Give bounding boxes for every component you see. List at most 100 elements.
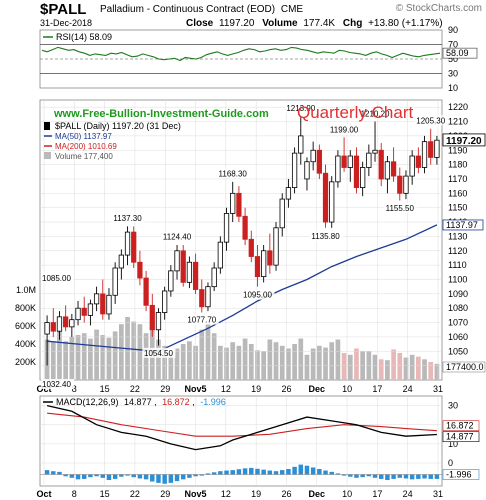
price-tick-label: 1210 <box>448 117 468 127</box>
volume-bar <box>292 344 297 380</box>
price-tick-label: 1160 <box>448 188 467 198</box>
volume-bar <box>341 353 347 380</box>
macd-legend-value: 14.877 <box>124 397 152 407</box>
price-tick-label: 1130 <box>448 231 467 241</box>
macd-histogram-bar <box>298 464 304 475</box>
volume-bar <box>131 321 137 380</box>
rsi-layer: 90 70 50 30 10 58.09 <box>40 25 478 93</box>
candle-body <box>267 250 273 266</box>
price-annotation: 1054.50 <box>144 349 173 358</box>
candle-body <box>69 319 75 328</box>
volume-bar <box>403 357 409 380</box>
volume-bar <box>397 353 403 380</box>
candle-body <box>180 250 186 283</box>
price-x-label: 17 <box>372 384 382 394</box>
signal-legend-value: 16.872 <box>162 397 190 407</box>
candle-body <box>137 261 143 279</box>
volume-bar <box>415 356 421 380</box>
quote-summary: Close 1197.20 Volume 177.4K Chg +13.80 (… <box>186 18 443 29</box>
annotation-bg <box>161 231 195 242</box>
candle-body <box>143 277 149 306</box>
candle-body <box>192 261 199 290</box>
macd-x-label: 26 <box>281 489 291 499</box>
macd-histogram-bar <box>434 474 440 479</box>
volume-bar <box>230 342 236 380</box>
volume-bar <box>174 348 180 380</box>
price-x-label: 24 <box>403 384 413 394</box>
annotation-bg <box>414 115 448 126</box>
candle-body <box>248 238 254 257</box>
close-value: 1197.20 <box>219 18 255 29</box>
price-x-label: 26 <box>281 384 291 394</box>
candle-body <box>322 172 329 223</box>
macd-histogram-bar <box>255 468 260 475</box>
rsi-legend: RSI(14) 58.09 <box>56 32 112 42</box>
volume-bar <box>187 341 192 380</box>
ticker-symbol: $PALL <box>40 1 86 18</box>
macd-histogram-bar <box>112 474 118 479</box>
candle-body <box>242 215 248 240</box>
rsi-tick-label: 50 <box>448 54 458 64</box>
rsi-tick-label: 90 <box>448 25 458 35</box>
volume-bar <box>137 324 143 380</box>
volume-bar <box>242 338 248 380</box>
macd-histogram-bar <box>193 474 198 477</box>
price-annotation: 1085.00 <box>42 274 71 283</box>
macd-x-label: 17 <box>372 489 382 499</box>
price-annotation: 1124.40 <box>163 232 192 241</box>
price-annotation: 1032.40 <box>42 380 71 389</box>
candle-body <box>304 161 310 180</box>
macd-histogram-bar <box>63 474 68 477</box>
macd-histogram-bar <box>341 474 347 476</box>
volume-legend: Volume 177,400 <box>55 152 113 161</box>
macd-x-label: 12 <box>221 489 231 499</box>
macd-x-label: Dec <box>309 489 326 499</box>
macd-histogram-bar <box>51 471 56 475</box>
candle-body <box>360 167 366 188</box>
macd-histogram-bar <box>156 474 161 483</box>
instrument-name-text: Palladium - Continuous Contract (EOD) <box>100 4 275 15</box>
macd-histogram-bar <box>230 470 235 475</box>
macd-histogram-bar <box>360 474 365 478</box>
ma50-value-label: 1137.97 <box>446 220 478 230</box>
macd-histogram-bar <box>249 467 254 475</box>
volume-tick-label: 800K <box>15 303 36 313</box>
candle-body <box>223 213 230 243</box>
macd-histogram-bar <box>310 467 316 475</box>
volume-bar <box>100 335 106 380</box>
macd-x-label: Oct <box>36 489 51 499</box>
volume-bar <box>224 347 229 380</box>
macd-histogram-bar <box>366 474 372 477</box>
stockcharts-watermark: © StockCharts.com <box>396 3 482 14</box>
macd-line <box>46 404 437 451</box>
candle-body <box>124 231 131 256</box>
macd-histogram-bar <box>119 474 124 477</box>
annotation-bg <box>41 379 74 389</box>
macd-histogram-bar <box>335 473 341 475</box>
candle-body <box>291 152 298 188</box>
macd-x-label: 15 <box>100 489 110 499</box>
rsi-last-value-box <box>442 47 478 59</box>
volume-bar <box>106 337 112 380</box>
volume-bar <box>298 338 304 380</box>
candle-body <box>335 155 341 183</box>
macd-x-label: 8 <box>72 489 77 499</box>
candle-body <box>174 250 180 272</box>
volume-bar <box>236 345 242 380</box>
macd-histogram-bar <box>174 474 180 482</box>
macd-histogram-bar <box>317 469 322 475</box>
volume-bar <box>50 342 56 380</box>
volume-tick-label: 400K <box>15 339 36 349</box>
annotation-bg <box>383 202 417 213</box>
macd-legend-prefix: MACD(12,26,9) <box>56 397 119 407</box>
volume-tick-label: 600K <box>15 321 36 331</box>
volume-bar <box>372 354 378 380</box>
volume-bar <box>248 344 254 380</box>
price-tick-label: 1180 <box>448 160 467 170</box>
price-annotation: 1199.00 <box>330 125 359 134</box>
macd-histogram-bar <box>378 474 384 479</box>
macd-x-label: Nov5 <box>185 489 207 499</box>
rsi-tick-label: 30 <box>448 69 458 79</box>
macd-histogram-bar <box>304 465 310 475</box>
price-x-label: 12 <box>221 384 231 394</box>
